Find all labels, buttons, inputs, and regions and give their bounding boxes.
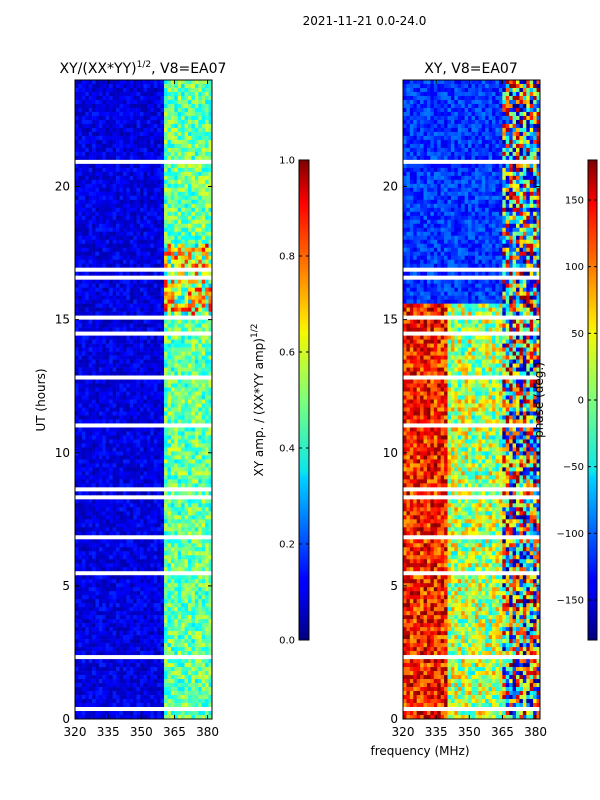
amplitude-x-tick-label: 335 xyxy=(97,725,120,739)
phase-colorbar-tick-label: −50 xyxy=(563,462,584,473)
phase-x-axis: 320 335 350 365 380 xyxy=(392,80,547,739)
phase-colorbar-tick-label: 50 xyxy=(571,329,584,340)
phase-colorbar-label: phase (deg.) xyxy=(532,362,546,438)
amplitude-x-tick-label: 380 xyxy=(196,725,219,739)
phase-x-tick: 335 xyxy=(425,80,448,739)
amplitude-colorbar-tick-label: 0.4 xyxy=(279,444,295,455)
phase-colorbar-tick: 100 xyxy=(565,262,597,273)
amplitude-panel: XY/(XX*YY)1/2, V8=EA07 320 335 350 365 380 0… xyxy=(34,60,226,739)
amplitude-colorbar: 0.0 0.2 0.4 0.6 0.8 1.0 XY amp. / (XX*YY amp)… xyxy=(250,156,310,647)
amplitude-colorbar-tick: 0.8 xyxy=(279,252,309,263)
amplitude-x-tick: 350 xyxy=(130,80,153,739)
phase-y-tick-label: 15 xyxy=(383,313,398,327)
amplitude-y-tick: 20 xyxy=(55,180,212,194)
amplitude-colorbar-tick: 0.6 xyxy=(279,348,309,359)
amplitude-y-tick: 0 xyxy=(62,712,212,726)
phase-axes-frame xyxy=(402,79,541,720)
amplitude-x-tick: 380 xyxy=(196,80,219,739)
phase-colorbar-tick: 0 xyxy=(578,396,597,407)
phase-panel: XY, V8=EA07 320 335 350 365 380 0 5 10 15 20 fre… xyxy=(370,61,547,758)
amplitude-y-label: UT (hours) xyxy=(34,368,48,431)
amplitude-y-tick: 15 xyxy=(55,313,212,327)
amplitude-colorbar-tick-label: 0.0 xyxy=(279,636,295,647)
phase-x-label: frequency (MHz) xyxy=(370,744,469,758)
phase-colorbar-tick-label: −150 xyxy=(557,596,584,607)
amplitude-colorbar-tick: 1.0 xyxy=(279,156,309,167)
phase-colorbar-tick-label: −100 xyxy=(557,529,584,540)
phase-x-tick-label: 335 xyxy=(425,725,448,739)
amplitude-colorbar-tick-label: 1.0 xyxy=(279,156,295,167)
amplitude-colorbar-tick-label: 0.8 xyxy=(279,252,295,263)
amplitude-y-tick-label: 20 xyxy=(55,180,70,194)
amplitude-heatmap xyxy=(75,80,212,719)
amplitude-x-tick-label: 350 xyxy=(130,725,153,739)
amplitude-colorbar-tick: 0.0 xyxy=(279,636,309,647)
amplitude-y-tick-label: 0 xyxy=(62,712,70,726)
phase-colorbar-tick: −150 xyxy=(557,596,597,607)
amplitude-axes-frame xyxy=(74,79,213,720)
phase-y-tick-label: 20 xyxy=(383,180,398,194)
phase-y-tick: 20 xyxy=(383,180,540,194)
amplitude-x-tick: 365 xyxy=(163,80,186,739)
phase-colorbar-tick: −100 xyxy=(557,529,597,540)
amplitude-y-tick: 5 xyxy=(62,579,212,593)
amplitude-y-axis: 0 5 10 15 20 xyxy=(55,180,212,726)
phase-x-tick-label: 320 xyxy=(392,725,415,739)
amplitude-x-tick: 320 xyxy=(64,80,87,739)
phase-y-tick-label: 10 xyxy=(383,446,398,460)
amplitude-x-axis: 320 335 350 365 380 xyxy=(64,80,219,739)
amplitude-colorbar-label: XY amp. / (XX*YY amp)1/2 xyxy=(250,324,266,477)
amplitude-colorbar-gradient xyxy=(298,159,310,641)
amplitude-colorbar-tick-label: 0.2 xyxy=(279,540,295,551)
amplitude-x-tick-label: 320 xyxy=(64,725,87,739)
amplitude-y-tick-label: 5 xyxy=(62,579,70,593)
phase-colorbar-tick: 150 xyxy=(565,196,597,207)
phase-x-tick-label: 350 xyxy=(458,725,481,739)
phase-x-tick-label: 380 xyxy=(524,725,547,739)
phase-x-tick: 320 xyxy=(392,80,415,739)
amplitude-colorbar-tick: 0.4 xyxy=(279,444,309,455)
phase-colorbar-tick-label: 100 xyxy=(565,262,584,273)
phase-colorbar-tick-label: 0 xyxy=(578,396,584,407)
phase-panel-title: XY, V8=EA07 xyxy=(424,61,518,77)
phase-y-axis: 0 5 10 15 20 xyxy=(383,180,540,726)
phase-y-tick: 10 xyxy=(383,446,540,460)
phase-colorbar-tick: 50 xyxy=(571,329,597,340)
phase-x-tick-label: 365 xyxy=(491,725,514,739)
amplitude-colorbar-tick: 0.2 xyxy=(279,540,309,551)
phase-y-tick: 0 xyxy=(390,712,540,726)
phase-heatmap xyxy=(403,80,540,719)
amplitude-y-tick-label: 10 xyxy=(55,446,70,460)
phase-x-tick: 350 xyxy=(458,80,481,739)
amplitude-colorbar-tick-label: 0.6 xyxy=(279,348,295,359)
phase-y-tick-label: 5 xyxy=(390,579,398,593)
amplitude-y-tick-label: 15 xyxy=(55,313,70,327)
figure-suptitle: 2021-11-21 0.0-24.0 xyxy=(302,14,427,28)
amplitude-panel-title: XY/(XX*YY)1/2, V8=EA07 xyxy=(60,60,227,77)
amplitude-y-tick: 10 xyxy=(55,446,212,460)
phase-y-tick: 5 xyxy=(390,579,540,593)
phase-colorbar: −150 −100 −50 0 50 100 150 phase (deg.) xyxy=(532,159,598,641)
amplitude-x-tick-label: 365 xyxy=(163,725,186,739)
phase-colorbar-tick: −50 xyxy=(563,462,597,473)
phase-colorbar-tick-label: 150 xyxy=(565,196,584,207)
phase-y-tick-label: 0 xyxy=(390,712,398,726)
phase-y-tick: 15 xyxy=(383,313,540,327)
phase-x-tick: 365 xyxy=(491,80,514,739)
phase-x-tick: 380 xyxy=(524,80,547,739)
amplitude-x-tick: 335 xyxy=(97,80,120,739)
